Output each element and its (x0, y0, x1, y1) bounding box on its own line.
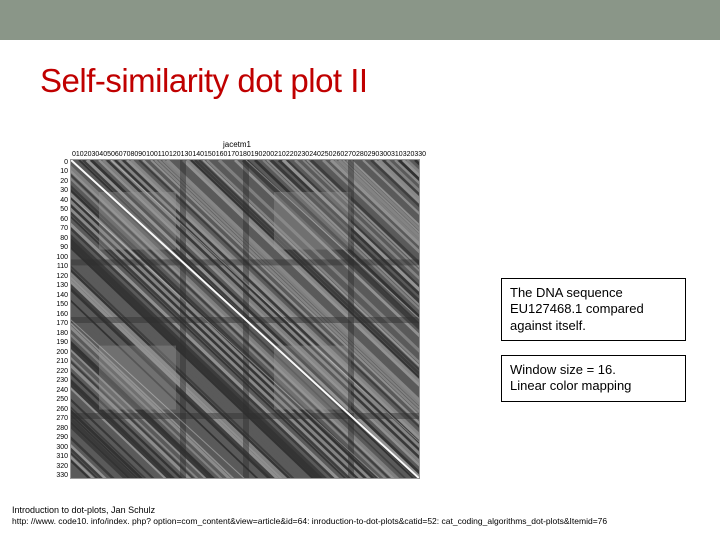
y-tick: 200 (56, 349, 68, 356)
x-tick: 250 (321, 151, 333, 158)
y-tick: 180 (56, 330, 68, 337)
callout-text: Window size = 16. (510, 362, 616, 377)
plot-title: jacetm1 (52, 140, 422, 149)
x-tick: 270 (344, 151, 356, 158)
callout-description: The DNA sequence EU127468.1 compared aga… (501, 278, 686, 341)
plot-y-axis: 0 10 20 30 40 50 60 70 80 90 100 110 120 130 140 150 160… (52, 159, 70, 479)
y-tick: 310 (56, 453, 68, 460)
x-tick: 330 (414, 151, 426, 158)
x-tick: 90 (138, 151, 146, 158)
y-tick: 210 (56, 358, 68, 365)
x-tick: 60 (115, 151, 123, 158)
x-tick: 100 (146, 151, 158, 158)
x-tick: 160 (216, 151, 228, 158)
y-tick: 80 (60, 235, 68, 242)
y-tick: 10 (60, 168, 68, 175)
callout-parameters: Window size = 16. Linear color mapping (501, 355, 686, 402)
callout-text: EU127468.1 compared (510, 301, 644, 316)
x-tick: 110 (158, 151, 169, 158)
y-tick: 270 (56, 415, 68, 422)
x-tick: 20 (84, 151, 92, 158)
x-tick: 300 (379, 151, 391, 158)
slide-title: Self-similarity dot plot II (40, 62, 368, 100)
footer-url: http: //www. code10. info/index. php? op… (12, 516, 607, 526)
x-tick: 240 (309, 151, 321, 158)
x-tick: 170 (227, 151, 239, 158)
x-tick: 10 (76, 151, 84, 158)
y-tick: 170 (56, 320, 68, 327)
callout-text: The DNA sequence (510, 285, 623, 300)
x-tick: 40 (99, 151, 107, 158)
x-tick: 190 (251, 151, 263, 158)
y-tick: 30 (60, 187, 68, 194)
y-tick: 220 (56, 368, 68, 375)
y-tick: 100 (56, 254, 68, 261)
y-tick: 70 (60, 225, 68, 232)
y-tick: 0 (64, 159, 68, 166)
x-tick: 260 (333, 151, 345, 158)
y-tick: 300 (56, 444, 68, 451)
x-tick: 210 (274, 151, 286, 158)
plot-x-axis: 0102030405060708090100110120130140150160… (52, 151, 422, 158)
slide-top-bar (0, 0, 720, 40)
slide-footer: Introduction to dot-plots, Jan Schulz ht… (12, 505, 607, 526)
x-tick: 30 (92, 151, 100, 158)
y-tick: 110 (57, 263, 68, 270)
y-tick: 150 (56, 301, 68, 308)
callout-text: Linear color mapping (510, 378, 631, 393)
x-tick: 320 (403, 151, 415, 158)
x-tick: 200 (262, 151, 274, 158)
x-tick: 120 (169, 151, 181, 158)
y-tick: 320 (56, 463, 68, 470)
y-tick: 290 (56, 434, 68, 441)
y-tick: 230 (56, 377, 68, 384)
x-tick: 290 (368, 151, 380, 158)
y-tick: 250 (56, 396, 68, 403)
y-tick: 240 (56, 387, 68, 394)
y-tick: 260 (56, 406, 68, 413)
y-tick: 50 (60, 206, 68, 213)
x-tick: 130 (181, 151, 193, 158)
plot-canvas (70, 159, 420, 479)
y-tick: 40 (60, 197, 68, 204)
y-tick: 190 (56, 339, 68, 346)
y-tick: 20 (60, 178, 68, 185)
callout-text: against itself. (510, 318, 586, 333)
x-tick: 50 (107, 151, 115, 158)
y-tick: 60 (60, 216, 68, 223)
y-tick: 90 (60, 244, 68, 251)
dotplot-figure: jacetm1 01020304050607080901001101201301… (52, 140, 422, 479)
x-tick: 310 (391, 151, 403, 158)
y-tick: 140 (56, 292, 68, 299)
y-tick: 160 (56, 311, 68, 318)
x-tick: 280 (356, 151, 368, 158)
x-tick: 70 (123, 151, 131, 158)
y-tick: 130 (56, 282, 68, 289)
x-tick: 230 (298, 151, 310, 158)
x-tick: 140 (192, 151, 204, 158)
y-tick: 280 (56, 425, 68, 432)
x-tick: 80 (130, 151, 138, 158)
footer-attribution: Introduction to dot-plots, Jan Schulz (12, 505, 607, 516)
y-tick: 120 (56, 273, 68, 280)
x-tick: 220 (286, 151, 298, 158)
x-tick: 150 (204, 151, 216, 158)
x-tick: 180 (239, 151, 251, 158)
y-tick: 330 (56, 472, 68, 479)
